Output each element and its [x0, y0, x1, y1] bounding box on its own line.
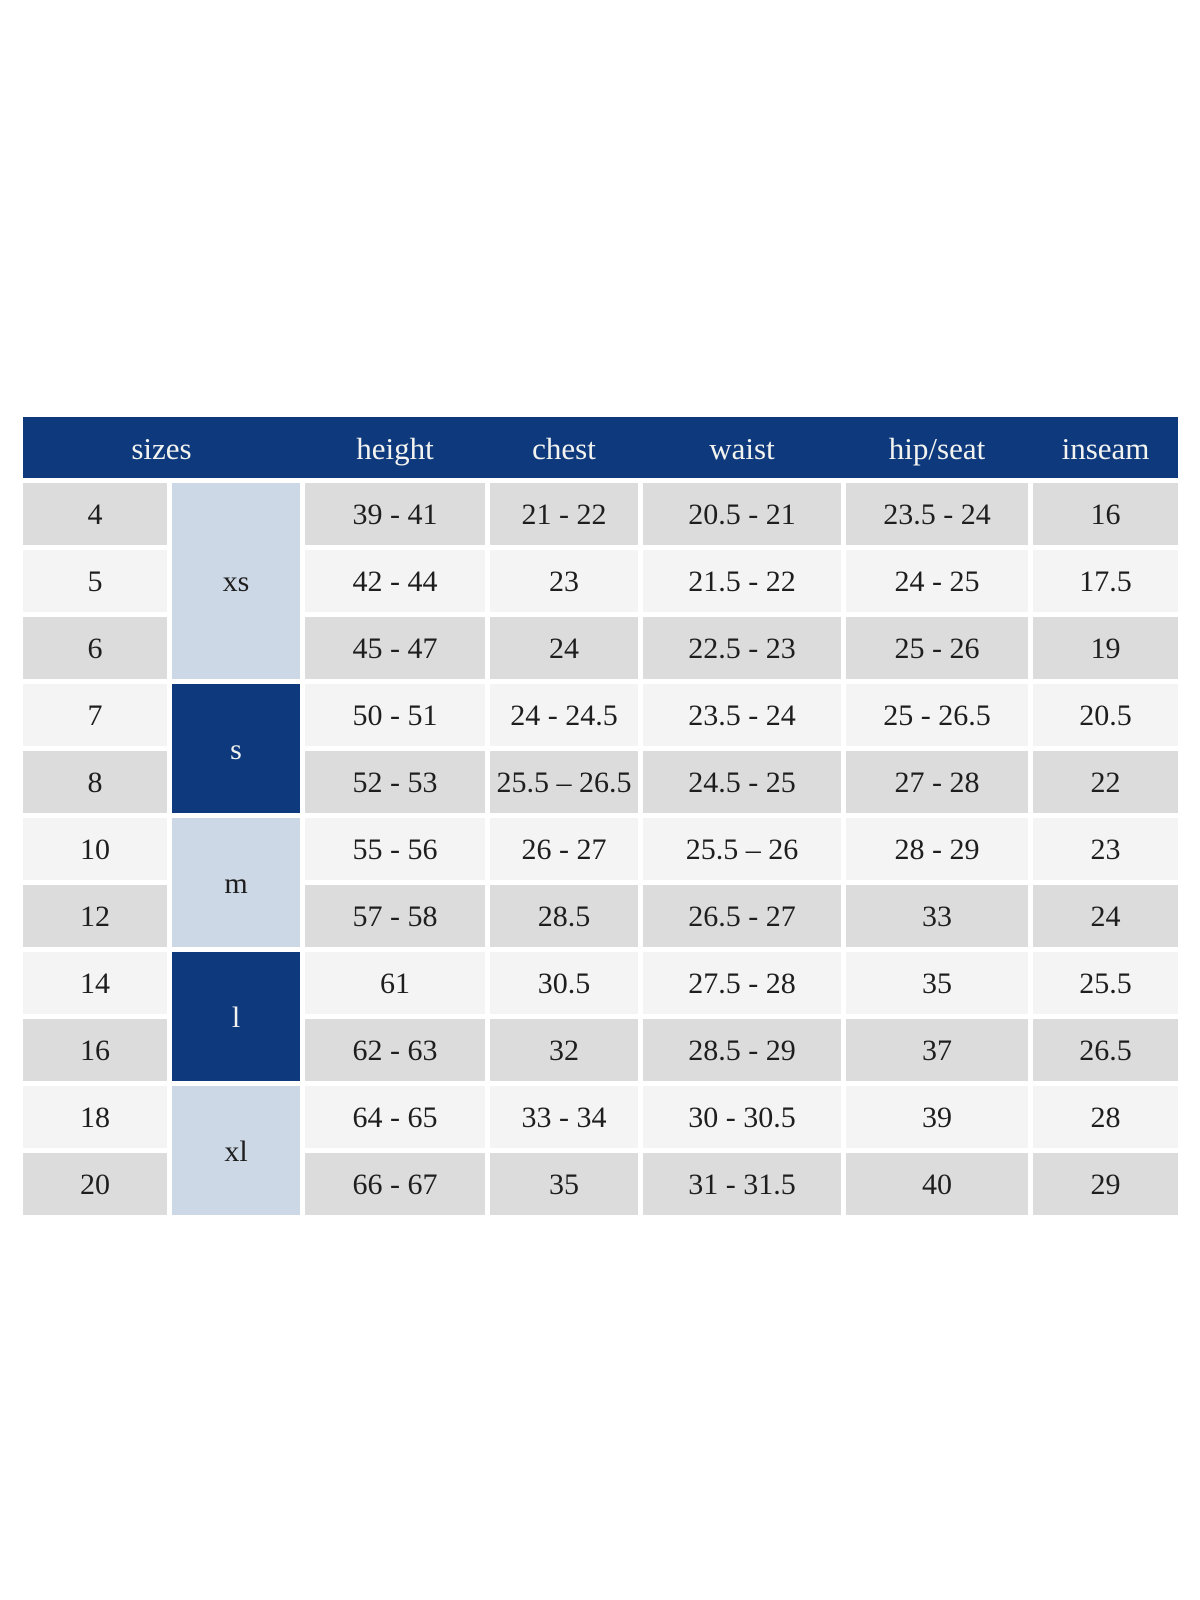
group-cell-l: l	[172, 952, 300, 1081]
hip-seat-cell: 39	[846, 1086, 1028, 1148]
chest-cell: 28.5	[490, 885, 638, 947]
chest-cell: 24 - 24.5	[490, 684, 638, 746]
waist-cell: 25.5 – 26	[643, 818, 841, 880]
chest-cell: 23	[490, 550, 638, 612]
waist-cell: 23.5 - 24	[643, 684, 841, 746]
chest-cell: 32	[490, 1019, 638, 1081]
chest-cell: 26 - 27	[490, 818, 638, 880]
waist-cell: 22.5 - 23	[643, 617, 841, 679]
size-cell: 8	[23, 751, 167, 813]
column-header-height: height	[356, 431, 434, 466]
hip-seat-cell: 25 - 26.5	[846, 684, 1028, 746]
size-chart-table: sizes height chest waist hip/seat inseam…	[23, 417, 1178, 1215]
hip-seat-cell: 28 - 29	[846, 818, 1028, 880]
waist-cell: 24.5 - 25	[643, 751, 841, 813]
column-header-hip-seat: hip/seat	[888, 431, 986, 466]
inseam-cell: 28	[1033, 1086, 1178, 1148]
height-cell: 66 - 67	[305, 1153, 485, 1215]
table-body: 4 xs 39 - 41 21 - 22 20.5 - 21 23.5 - 24…	[23, 483, 1178, 1215]
size-cell: 20	[23, 1153, 167, 1215]
column-header-chest: chest	[532, 431, 596, 466]
inseam-cell: 23	[1033, 818, 1178, 880]
inseam-cell: 16	[1033, 483, 1178, 545]
size-cell: 12	[23, 885, 167, 947]
height-cell: 57 - 58	[305, 885, 485, 947]
inseam-cell: 22	[1033, 751, 1178, 813]
chest-cell: 30.5	[490, 952, 638, 1014]
size-cell: 7	[23, 684, 167, 746]
size-cell: 18	[23, 1086, 167, 1148]
inseam-cell: 29	[1033, 1153, 1178, 1215]
inseam-cell: 25.5	[1033, 952, 1178, 1014]
chest-cell: 35	[490, 1153, 638, 1215]
hip-seat-cell: 23.5 - 24	[846, 483, 1028, 545]
waist-cell: 26.5 - 27	[643, 885, 841, 947]
group-cell-xs: xs	[172, 483, 300, 679]
waist-cell: 30 - 30.5	[643, 1086, 841, 1148]
size-cell: 4	[23, 483, 167, 545]
hip-seat-cell: 25 - 26	[846, 617, 1028, 679]
size-cell: 14	[23, 952, 167, 1014]
waist-cell: 20.5 - 21	[643, 483, 841, 545]
height-cell: 52 - 53	[305, 751, 485, 813]
height-cell: 39 - 41	[305, 483, 485, 545]
table-header-row: sizes height chest waist hip/seat inseam	[23, 417, 1178, 478]
hip-seat-cell: 40	[846, 1153, 1028, 1215]
chest-cell: 21 - 22	[490, 483, 638, 545]
height-cell: 61	[305, 952, 485, 1014]
waist-cell: 27.5 - 28	[643, 952, 841, 1014]
hip-seat-cell: 37	[846, 1019, 1028, 1081]
inseam-cell: 20.5	[1033, 684, 1178, 746]
column-header-inseam: inseam	[1061, 431, 1150, 466]
group-cell-xl: xl	[172, 1086, 300, 1215]
inseam-cell: 26.5	[1033, 1019, 1178, 1081]
size-cell: 16	[23, 1019, 167, 1081]
column-header-waist: waist	[709, 431, 775, 466]
height-cell: 50 - 51	[305, 684, 485, 746]
waist-cell: 21.5 - 22	[643, 550, 841, 612]
hip-seat-cell: 27 - 28	[846, 751, 1028, 813]
chest-cell: 24	[490, 617, 638, 679]
inseam-cell: 19	[1033, 617, 1178, 679]
height-cell: 62 - 63	[305, 1019, 485, 1081]
group-cell-m: m	[172, 818, 300, 947]
size-cell: 5	[23, 550, 167, 612]
hip-seat-cell: 35	[846, 952, 1028, 1014]
height-cell: 45 - 47	[305, 617, 485, 679]
height-cell: 64 - 65	[305, 1086, 485, 1148]
height-cell: 55 - 56	[305, 818, 485, 880]
inseam-cell: 17.5	[1033, 550, 1178, 612]
group-cell-s: s	[172, 684, 300, 813]
waist-cell: 28.5 - 29	[643, 1019, 841, 1081]
chest-cell: 33 - 34	[490, 1086, 638, 1148]
size-cell: 10	[23, 818, 167, 880]
waist-cell: 31 - 31.5	[643, 1153, 841, 1215]
hip-seat-cell: 33	[846, 885, 1028, 947]
chest-cell: 25.5 – 26.5	[490, 751, 638, 813]
size-cell: 6	[23, 617, 167, 679]
inseam-cell: 24	[1033, 885, 1178, 947]
height-cell: 42 - 44	[305, 550, 485, 612]
column-header-sizes: sizes	[131, 431, 192, 466]
hip-seat-cell: 24 - 25	[846, 550, 1028, 612]
